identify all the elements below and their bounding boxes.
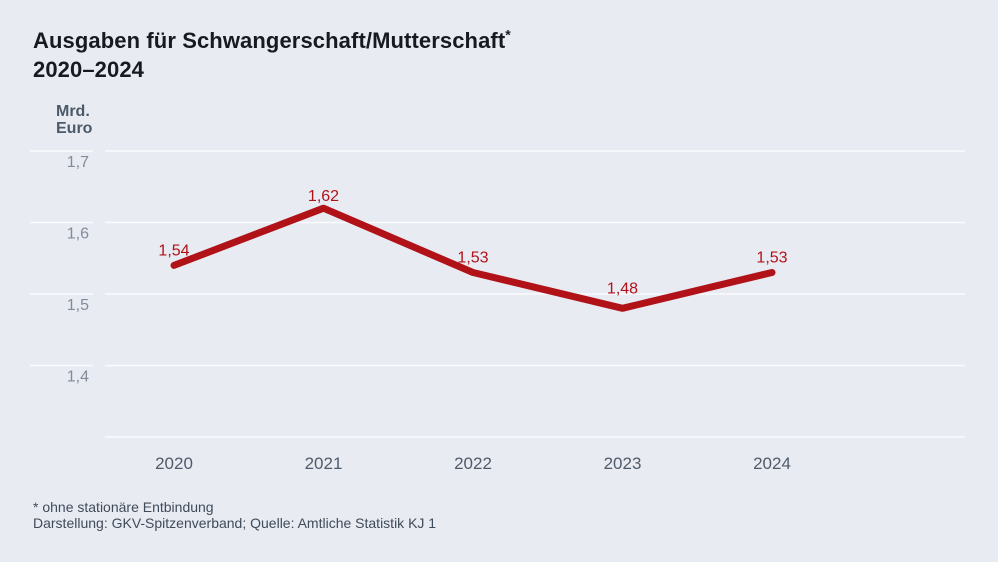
- x-tick-label: 2020: [155, 454, 193, 473]
- x-tick-label: 2022: [454, 454, 492, 473]
- x-tick-label: 2021: [305, 454, 343, 473]
- data-point-label: 1,48: [607, 280, 638, 297]
- title-line-2: 2020–2024: [33, 57, 145, 82]
- unit-label-line-2: Euro: [56, 120, 93, 137]
- footnote: * ohne stationäre Entbindung: [33, 499, 214, 515]
- title-text: Ausgaben für Schwangerschaft/Mutterschaf…: [33, 28, 506, 53]
- y-tick-label: 1,4: [67, 369, 89, 386]
- source-line: Darstellung: GKV-Spitzenverband; Quelle:…: [33, 514, 437, 531]
- footer: * ohne stationäre Entbindung Darstellung…: [33, 499, 437, 531]
- page-title: Ausgaben für Schwangerschaft/Mutterschaf…: [33, 26, 511, 84]
- title-asterisk: *: [505, 26, 511, 43]
- y-tick-label: 1,6: [67, 226, 89, 243]
- y-axis-unit-label: Mrd. Euro: [56, 103, 92, 137]
- y-tick-label: 1,5: [67, 297, 89, 314]
- data-point-label: 1,62: [308, 188, 339, 205]
- x-tick-label: 2023: [604, 454, 642, 473]
- data-point-label: 1,53: [457, 250, 488, 267]
- data-point-label: 1,54: [158, 242, 189, 259]
- y-tick-label: 1,7: [67, 154, 89, 171]
- unit-label-line-1: Mrd.: [56, 103, 90, 120]
- x-tick-label: 2024: [753, 454, 791, 473]
- data-point-label: 1,53: [756, 250, 787, 267]
- title-line-1: Ausgaben für Schwangerschaft/Mutterschaf…: [33, 26, 511, 55]
- data-line: [170, 204, 776, 312]
